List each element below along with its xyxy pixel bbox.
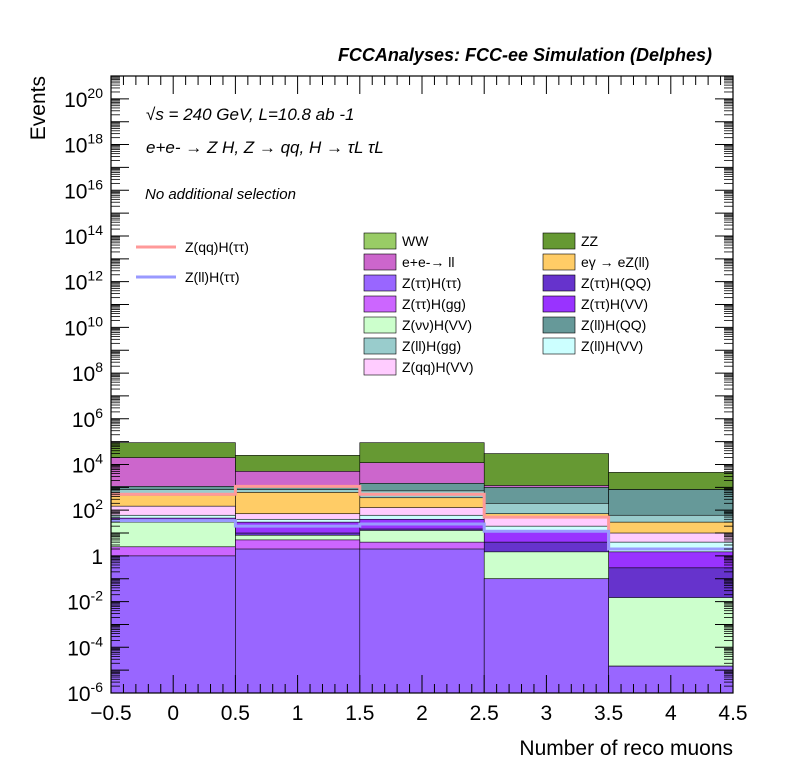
- legend-label: Z(qq)H(ττ): [185, 239, 249, 255]
- legend-label: Z(ττ)H(gg): [402, 296, 466, 312]
- legend-label: Z(ll)H(gg): [402, 338, 461, 354]
- legend-label: Z(νν)H(VV): [402, 317, 472, 333]
- y-tick-label: 1016: [64, 176, 103, 203]
- x-tick-label: 0.5: [221, 702, 250, 725]
- y-tick-label: 10-4: [67, 633, 103, 660]
- signal-line: [111, 519, 733, 551]
- x-tick-label: 1: [292, 702, 304, 725]
- legend-swatch: [542, 253, 576, 271]
- legend-swatch: [542, 295, 576, 313]
- y-tick-label: 10-2: [67, 588, 103, 615]
- legend-swatch: [542, 316, 576, 334]
- y-tick-label: 108: [72, 359, 103, 386]
- energy-annotation: √s = 240 GeV, L=10.8 ab -1: [146, 105, 354, 124]
- bar-segment: [235, 548, 361, 694]
- legend: Z(qq)H(ττ) Z(ll)H(ττ) WW e+e-→ ll Z(ττ)H(ττ)…: [136, 232, 651, 376]
- legend-label: ZZ: [581, 233, 599, 249]
- stacked-bars: [110, 442, 734, 694]
- process-annotation: e+e- → Z H, Z → qq, H → τL τL: [146, 138, 384, 157]
- legend-swatch: [363, 232, 397, 250]
- legend-label: Z(ττ)H(ττ): [402, 275, 461, 291]
- x-tick-label: 4: [665, 702, 677, 725]
- y-tick-label: 1010: [64, 313, 103, 340]
- legend-swatch: [363, 274, 397, 292]
- selection-annotation: No additional selection: [145, 186, 296, 203]
- legend-swatch: [363, 253, 397, 271]
- y-tick-label: 1: [91, 546, 103, 569]
- x-axis-label: Number of reco muons: [519, 737, 733, 760]
- axis-ticks: −0.5 0 0.5 1 1.5 2 2.5 3 3.5 4 4.5 10-6 10-4 10-2 1 102…: [64, 75, 748, 725]
- x-tick-label: 2: [416, 702, 428, 725]
- y-tick-label: 1014: [64, 222, 103, 249]
- y-tick-label: 106: [72, 405, 103, 432]
- legend-label: Z(qq)H(VV): [402, 359, 474, 375]
- signal-lines: [111, 484, 733, 551]
- x-tick-label: 0: [167, 702, 179, 725]
- legend-swatch: [542, 274, 576, 292]
- x-tick-label: 2.5: [470, 702, 499, 725]
- x-tick-label: 4.5: [718, 702, 747, 725]
- y-axis-label: Events: [27, 76, 50, 140]
- bar-segment: [110, 555, 236, 694]
- x-tick-label: 3: [541, 702, 553, 725]
- y-tick-label: 1018: [64, 131, 103, 158]
- legend-label: Z(ll)H(ττ): [185, 269, 240, 285]
- x-tick-label: 1.5: [345, 702, 374, 725]
- x-tick-label: 3.5: [594, 702, 623, 725]
- bar-segment: [483, 578, 609, 694]
- bar-segment: [359, 548, 485, 694]
- legend-label: Z(ττ)H(VV): [581, 296, 648, 312]
- y-tick-label: 1020: [64, 85, 103, 112]
- legend-swatch: [363, 295, 397, 313]
- x-tick-label: −0.5: [90, 702, 131, 725]
- legend-label: WW: [402, 233, 429, 249]
- legend-swatch: [542, 337, 576, 355]
- y-tick-label: 104: [72, 450, 103, 477]
- legend-label: Z(ll)H(QQ): [581, 317, 646, 333]
- legend-swatch: [542, 232, 576, 250]
- header-title: FCCAnalyses: FCC-ee Simulation (Delphes): [338, 45, 712, 65]
- legend-label: Z(ττ)H(QQ): [581, 275, 651, 291]
- legend-label: Z(ll)H(VV): [581, 338, 643, 354]
- legend-label: e+e-→ ll: [402, 254, 455, 270]
- legend-label: eγ → eZ(ll): [581, 254, 649, 270]
- y-tick-label: 10-6: [67, 679, 103, 706]
- legend-swatch: [363, 316, 397, 334]
- y-tick-label: 102: [72, 496, 103, 523]
- legend-swatch: [363, 337, 397, 355]
- y-tick-label: 1012: [64, 268, 103, 295]
- legend-swatch: [363, 358, 397, 376]
